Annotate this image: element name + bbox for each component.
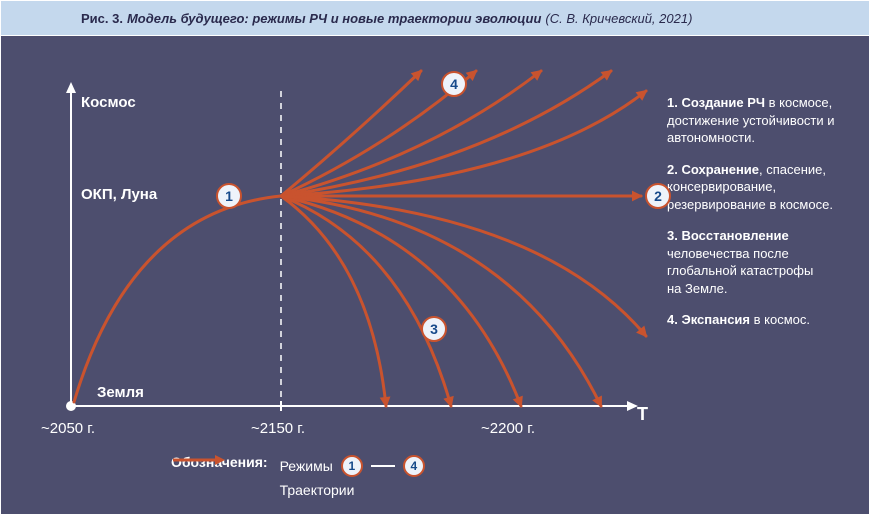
- legend-marker-to: 4: [403, 455, 425, 477]
- mode-marker-2: 2: [645, 183, 671, 209]
- y-axis-label: Космос: [81, 94, 136, 111]
- mode-desc-3: 3. Восстановление человечества после гло…: [667, 227, 851, 297]
- mode-marker-3: 3: [421, 316, 447, 342]
- figure-caption-bar: Рис. 3. Модель будущего: режимы РЧ и нов…: [0, 0, 870, 36]
- mode-desc-3-lead: 3. Восстановление: [667, 228, 789, 243]
- legend-arrow-icon: [171, 454, 227, 466]
- mode-marker-1: 1: [216, 183, 242, 209]
- legend: Обозначения: Режимы 1 4 Траектории: [171, 454, 425, 502]
- mode-desc-4-lead: 4. Экспансия: [667, 312, 750, 327]
- modes-description-panel: 1. Создание РЧ в космосе, достижение уст…: [667, 94, 851, 343]
- mode-desc-1-lead: 1. Создание РЧ: [667, 95, 765, 110]
- mode-desc-2: 2. Сохранение, спасение, консервирование…: [667, 161, 851, 214]
- caption-title: Модель будущего: режимы РЧ и новые траек…: [127, 11, 541, 26]
- mode-desc-3-rest: человечества после глобальной катастрофы…: [667, 246, 813, 296]
- x-tick-2: ~2200 г.: [481, 420, 535, 437]
- mid-axis-label: ОКП, Луна: [81, 186, 157, 203]
- legend-traj-label: Траектории: [280, 482, 355, 498]
- legend-modes-label: Режимы: [280, 458, 333, 474]
- mode-desc-1: 1. Создание РЧ в космосе, достижение уст…: [667, 94, 851, 147]
- legend-modes-row: Режимы 1 4: [280, 454, 425, 478]
- mode-desc-2-lead: 2. Сохранение: [667, 162, 759, 177]
- legend-traj-row: Траектории: [280, 478, 425, 502]
- mode-marker-4: 4: [441, 71, 467, 97]
- x-tick-1: ~2150 г.: [251, 420, 305, 437]
- mode-desc-4: 4. Экспансия в космос.: [667, 311, 851, 329]
- mode-desc-4-rest: в космос.: [750, 312, 810, 327]
- t-axis-label: T: [637, 404, 648, 425]
- origin-label: Земля: [97, 384, 144, 401]
- caption-author: (С. В. Кричевский, 2021): [545, 11, 692, 26]
- x-tick-0: ~2050 г.: [41, 420, 95, 437]
- caption-lead: Рис. 3.: [81, 11, 123, 26]
- legend-dash: [371, 465, 395, 467]
- legend-marker-from: 1: [341, 455, 363, 477]
- diagram-canvas: Космос ОКП, Луна Земля T ~2050 г. ~2150 …: [0, 36, 870, 515]
